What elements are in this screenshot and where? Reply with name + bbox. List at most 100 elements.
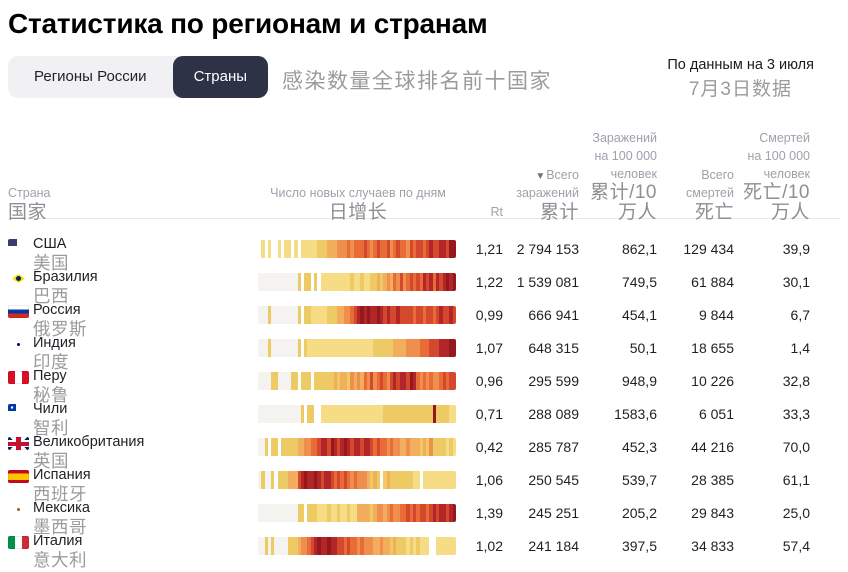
table-row[interactable]: Бразилия 巴西 1,22 1 539 081 749,5 61 884 … [8, 265, 840, 306]
column-header-rt[interactable]: Rt [490, 205, 504, 220]
country-cell: Чили 智利 [8, 397, 258, 438]
ru-flag-icon [8, 305, 29, 318]
daily-cases-heatmap [258, 272, 456, 291]
total-deaths-value: 34 833 [691, 537, 734, 554]
country-name: Перу [33, 368, 67, 384]
as-of-block: По данным на 3 июля 7月3日数据 [667, 57, 814, 101]
deaths-per-100k-value: 30,1 [782, 273, 810, 290]
total-deaths-value: 18 655 [691, 339, 734, 356]
daily-cases-heatmap [258, 536, 456, 555]
country-name: Италия [33, 533, 83, 549]
deaths-per-100k-value: 6,7 [790, 306, 810, 323]
country-name: Бразилия [33, 269, 98, 285]
country-name-cn: 智利 [33, 418, 69, 438]
page-title: Статистика по регионам и странам [8, 8, 488, 39]
country-name-cn: 俄罗斯 [33, 319, 87, 339]
country-name-cn: 西班牙 [33, 484, 87, 504]
daily-cases-heatmap [258, 470, 456, 489]
column-header-infections-per-100k[interactable]: Заражений на 100 000 человек 累计/10万人 [590, 131, 657, 223]
gb-flag-icon [8, 437, 29, 450]
daily-cases-heatmap [258, 437, 456, 456]
country-name: Мексика [33, 500, 90, 516]
country-name: Испания [33, 467, 91, 483]
country-name: США [33, 236, 67, 252]
table-row[interactable]: Чили 智利 0,71 288 089 1583,6 6 051 33,3 [8, 397, 840, 438]
infections-per-100k-value: 50,1 [629, 339, 657, 356]
total-deaths-value: 10 226 [691, 372, 734, 389]
deaths-per-100k-value: 33,3 [782, 405, 810, 422]
total-deaths-value: 29 843 [691, 504, 734, 521]
total-infections-value: 288 089 [528, 405, 579, 422]
table-row[interactable]: Великобритания 英国 0,42 285 787 452,3 44 … [8, 430, 840, 471]
sort-desc-icon: ▼ [535, 171, 546, 183]
country-cell: Бразилия 巴西 [8, 265, 258, 306]
infections-per-100k-value: 205,2 [621, 504, 657, 521]
total-infections-value: 245 251 [528, 504, 579, 521]
table-row[interactable]: Россия 俄罗斯 0,99 666 941 454,1 9 844 6,7 [8, 298, 840, 339]
it-flag-icon [8, 536, 29, 549]
daily-cases-heatmap [258, 404, 456, 423]
table-row[interactable]: США 美国 1,21 2 794 153 862,1 129 434 39,9 [8, 232, 840, 273]
country-cell: Мексика 墨西哥 [8, 496, 258, 537]
as-of-date: По данным на 3 июля [667, 57, 814, 73]
table-row[interactable]: Испания 西班牙 1,06 250 545 539,7 28 385 61… [8, 463, 840, 504]
topbar: Регионы России Страны 感染数量全球排名前十国家 По да… [8, 56, 840, 102]
country-name: Россия [33, 302, 81, 318]
total-deaths-value: 44 216 [691, 438, 734, 455]
deaths-per-100k-value: 1,4 [790, 339, 810, 356]
infections-per-100k-value: 539,7 [621, 471, 657, 488]
daily-cases-heatmap [258, 239, 456, 258]
total-infections-value: 648 315 [528, 339, 579, 356]
infections-per-100k-value: 397,5 [621, 537, 657, 554]
country-name: Великобритания [33, 434, 145, 450]
rt-value: 1,21 [475, 240, 503, 257]
tabs-annotation-cn: 感染数量全球排名前十国家 [282, 70, 553, 93]
country-cell: США 美国 [8, 232, 258, 273]
total-infections-value: 285 787 [528, 438, 579, 455]
deaths-per-100k-value: 70,0 [782, 438, 810, 455]
rt-value: 0,99 [475, 306, 503, 323]
column-header-total-infections[interactable]: ▼Всего заражений 累计 [516, 168, 579, 223]
total-infections-value: 1 539 081 [516, 273, 579, 290]
country-name-cn: 巴西 [33, 286, 69, 306]
tab-countries[interactable]: Страны [172, 56, 269, 98]
deaths-per-100k-value: 25,0 [782, 504, 810, 521]
rt-value: 1,22 [475, 273, 503, 290]
column-header-daily-cases: Число новых случаев по дням 日增长 [270, 185, 446, 223]
header-divider [8, 218, 840, 219]
rt-value: 1,02 [475, 537, 503, 554]
country-cell: Италия 意大利 [8, 529, 258, 570]
total-infections-value: 295 599 [528, 372, 579, 389]
statistics-page: Статистика по регионам и странам Регионы… [0, 6, 848, 570]
total-infections-value: 666 941 [528, 306, 579, 323]
infections-per-100k-value: 452,3 [621, 438, 657, 455]
table-row[interactable]: Италия 意大利 1,02 241 184 397,5 34 833 57,… [8, 529, 840, 570]
country-cell: Испания 西班牙 [8, 463, 258, 504]
total-infections-value: 2 794 153 [516, 240, 579, 257]
deaths-per-100k-value: 61,1 [782, 471, 810, 488]
rt-value: 0,96 [475, 372, 503, 389]
country-name-cn: 墨西哥 [33, 517, 87, 537]
infections-per-100k-value: 454,1 [621, 306, 657, 323]
infections-per-100k-value: 948,9 [621, 372, 657, 389]
rt-value: 0,71 [475, 405, 503, 422]
column-header-deaths-per-100k[interactable]: Смертей на 100 000 человек 死亡/10万人 [743, 131, 810, 223]
total-deaths-value: 61 884 [691, 273, 734, 290]
tab-regions-russia[interactable]: Регионы России [8, 56, 173, 98]
infections-per-100k-value: 1583,6 [614, 405, 657, 422]
table-row[interactable]: Индия 印度 1,07 648 315 50,1 18 655 1,4 [8, 331, 840, 372]
table-header: Страна 国家 Число новых случаев по дням 日增… [8, 130, 840, 222]
column-header-total-deaths[interactable]: Всего смертей 死亡 [686, 168, 734, 223]
country-name: Чили [33, 401, 68, 417]
country-name-cn: 印度 [33, 352, 69, 372]
infections-per-100k-value: 749,5 [621, 273, 657, 290]
table-row[interactable]: Перу 秘鲁 0,96 295 599 948,9 10 226 32,8 [8, 364, 840, 405]
view-tabs: Регионы России Страны [8, 56, 269, 98]
rt-value: 1,07 [475, 339, 503, 356]
country-table-body: США 美国 1,21 2 794 153 862,1 129 434 39,9… [8, 232, 840, 570]
country-name-cn: 美国 [33, 253, 69, 273]
table-row[interactable]: Мексика 墨西哥 1,39 245 251 205,2 29 843 25… [8, 496, 840, 537]
daily-cases-heatmap [258, 305, 456, 324]
deaths-per-100k-value: 57,4 [782, 537, 810, 554]
es-flag-icon [8, 470, 29, 483]
